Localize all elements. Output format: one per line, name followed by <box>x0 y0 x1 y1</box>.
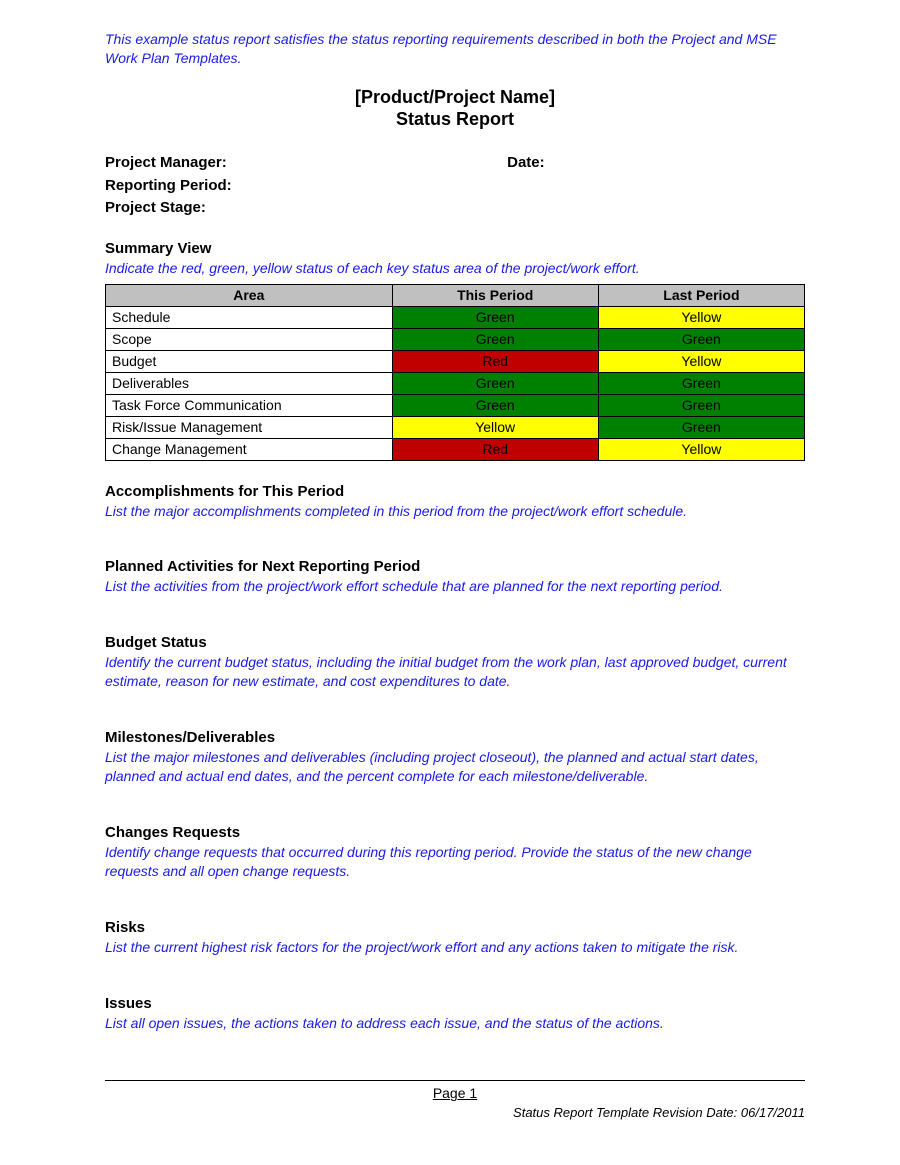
table-row: Change ManagementRedYellow <box>106 438 805 460</box>
section-instruction: Identify change requests that occurred d… <box>105 843 805 881</box>
last-period-cell: Green <box>598 416 804 438</box>
table-row: Risk/Issue ManagementYellowGreen <box>106 416 805 438</box>
document-subtitle: Status Report <box>105 109 805 130</box>
area-cell: Budget <box>106 350 393 372</box>
this-period-cell: Red <box>392 438 598 460</box>
area-cell: Change Management <box>106 438 393 460</box>
status-report-page: This example status report satisfies the… <box>0 0 900 1150</box>
last-period-cell: Yellow <box>598 438 804 460</box>
col-header-last-period: Last Period <box>598 284 804 306</box>
intro-note: This example status report satisfies the… <box>105 30 805 68</box>
meta-row-3: Project Stage: <box>105 197 805 220</box>
area-cell: Schedule <box>106 306 393 328</box>
section-instruction: List the activities from the project/wor… <box>105 577 805 596</box>
table-header-row: Area This Period Last Period <box>106 284 805 306</box>
last-period-cell: Green <box>598 372 804 394</box>
section-instruction: List the major milestones and deliverabl… <box>105 748 805 786</box>
document-title: [Product/Project Name] <box>105 86 805 109</box>
section-heading: Budget Status <box>105 634 805 651</box>
table-row: ScopeGreenGreen <box>106 328 805 350</box>
this-period-cell: Green <box>392 372 598 394</box>
section-heading: Issues <box>105 995 805 1012</box>
section-heading: Risks <box>105 919 805 936</box>
date-label: Date: <box>507 152 805 175</box>
this-period-cell: Green <box>392 394 598 416</box>
area-cell: Task Force Communication <box>106 394 393 416</box>
meta-row-1: Project Manager: Date: <box>105 152 805 175</box>
summary-instruction: Indicate the red, green, yellow status o… <box>105 259 805 278</box>
project-stage-label: Project Stage: <box>105 197 206 220</box>
section-heading: Changes Requests <box>105 824 805 841</box>
last-period-cell: Yellow <box>598 306 804 328</box>
table-row: ScheduleGreenYellow <box>106 306 805 328</box>
footer-rule <box>105 1080 805 1081</box>
section-instruction: List the major accomplishments completed… <box>105 502 805 521</box>
last-period-cell: Yellow <box>598 350 804 372</box>
table-row: DeliverablesGreenGreen <box>106 372 805 394</box>
page-number: Page 1 <box>105 1085 805 1101</box>
section-instruction: List the current highest risk factors fo… <box>105 938 805 957</box>
this-period-cell: Yellow <box>392 416 598 438</box>
summary-heading: Summary View <box>105 240 805 257</box>
section-instruction: Identify the current budget status, incl… <box>105 653 805 691</box>
area-cell: Risk/Issue Management <box>106 416 393 438</box>
section-heading: Planned Activities for Next Reporting Pe… <box>105 558 805 575</box>
status-table: Area This Period Last Period ScheduleGre… <box>105 284 805 461</box>
this-period-cell: Green <box>392 328 598 350</box>
footer: Page 1 Status Report Template Revision D… <box>105 1080 805 1120</box>
status-table-body: ScheduleGreenYellowScopeGreenGreenBudget… <box>106 306 805 460</box>
table-row: Task Force CommunicationGreenGreen <box>106 394 805 416</box>
sections-container: Accomplishments for This Period List the … <box>105 483 805 1033</box>
this-period-cell: Green <box>392 306 598 328</box>
col-header-this-period: This Period <box>392 284 598 306</box>
section-instruction: List all open issues, the actions taken … <box>105 1014 805 1033</box>
reporting-period-label: Reporting Period: <box>105 175 232 198</box>
revision-date: Status Report Template Revision Date: 06… <box>105 1105 805 1120</box>
section-heading: Milestones/Deliverables <box>105 729 805 746</box>
col-header-area: Area <box>106 284 393 306</box>
project-manager-label: Project Manager: <box>105 152 507 175</box>
area-cell: Scope <box>106 328 393 350</box>
last-period-cell: Green <box>598 328 804 350</box>
this-period-cell: Red <box>392 350 598 372</box>
section-heading: Accomplishments for This Period <box>105 483 805 500</box>
area-cell: Deliverables <box>106 372 393 394</box>
last-period-cell: Green <box>598 394 804 416</box>
meta-row-2: Reporting Period: <box>105 175 805 198</box>
table-row: BudgetRedYellow <box>106 350 805 372</box>
